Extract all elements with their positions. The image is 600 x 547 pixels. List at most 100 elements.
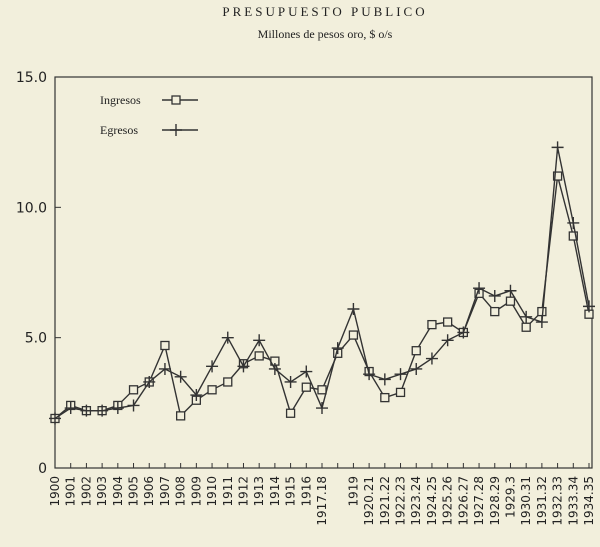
- point: [457, 326, 470, 339]
- x-tick-label: 1902: [79, 476, 93, 507]
- point: [223, 377, 233, 387]
- legend-label: Ingresos: [100, 93, 141, 107]
- point: [427, 319, 437, 330]
- y-tick-label: 15.0: [16, 70, 47, 86]
- x-tick-label: 1906: [142, 476, 156, 507]
- x-tick-label: 1907: [158, 476, 172, 507]
- point: [96, 404, 109, 417]
- point: [128, 385, 139, 395]
- x-tick-label: 1933.34: [566, 476, 580, 526]
- x-tick-label: 1901: [64, 476, 78, 507]
- point: [567, 216, 580, 229]
- x-tick-label: 1931.32: [535, 476, 549, 526]
- point: [520, 310, 533, 323]
- x-tick-label: 1928.29: [488, 476, 502, 526]
- legend-marker: [170, 124, 182, 136]
- point: [158, 362, 171, 375]
- x-tick-label: 1926.27: [456, 476, 470, 526]
- point: [568, 231, 578, 241]
- point: [190, 389, 203, 402]
- x-tick-label: 1911: [221, 476, 235, 507]
- point: [206, 360, 219, 373]
- y-tick-label: 10.0: [16, 200, 47, 216]
- x-tick-label: 1913: [252, 476, 266, 507]
- point: [80, 404, 93, 417]
- x-tick-label: 1903: [95, 476, 109, 507]
- y-tick-label: 0: [38, 461, 47, 477]
- point: [284, 375, 297, 388]
- point: [160, 340, 170, 351]
- point: [237, 360, 250, 373]
- x-tick-label: 1904: [111, 476, 125, 507]
- legend-label: Egresos: [100, 123, 138, 137]
- point: [268, 362, 281, 375]
- plot-frame: [54, 76, 593, 469]
- x-tick-label: 1915: [284, 476, 298, 507]
- point: [441, 334, 454, 347]
- point: [348, 330, 359, 340]
- point: [111, 402, 124, 415]
- point: [301, 382, 311, 392]
- point: [505, 296, 516, 306]
- point: [175, 411, 186, 421]
- point: [363, 368, 376, 381]
- series-line: [54, 147, 590, 420]
- x-tick-label: 1925.26: [441, 476, 455, 526]
- point: [473, 282, 486, 295]
- point: [221, 331, 234, 344]
- x-tick-label: 1909: [189, 476, 203, 507]
- point: [394, 368, 407, 381]
- point: [316, 402, 328, 415]
- point: [411, 346, 421, 356]
- point: [49, 412, 61, 425]
- x-tick-label: 1929.3: [503, 476, 517, 518]
- point: [378, 373, 391, 386]
- point: [347, 302, 360, 315]
- point: [331, 342, 344, 355]
- x-tick-label: 1919: [346, 476, 360, 507]
- point: [254, 351, 264, 361]
- chart-title: PRESUPUESTO PUBLICO: [222, 4, 427, 19]
- point: [285, 408, 296, 418]
- x-tick-label: 1910: [205, 476, 219, 507]
- x-tick-label: 1922.23: [394, 476, 408, 526]
- x-tick-label: 1905: [127, 476, 141, 507]
- point: [551, 141, 564, 154]
- point: [64, 402, 77, 415]
- point: [317, 385, 327, 395]
- point: [174, 370, 187, 383]
- point: [521, 322, 531, 332]
- point: [425, 352, 438, 365]
- chart-subtitle: Millones de pesos oro, $ o/s: [258, 27, 393, 41]
- x-tick-label: 1917.18: [315, 476, 329, 526]
- point: [490, 306, 500, 317]
- x-tick-label: 1908: [174, 476, 188, 507]
- x-tick-label: 1932.33: [551, 476, 565, 526]
- x-tick-label: 1930.31: [519, 476, 533, 526]
- x-tick-label: 1920.21: [362, 476, 376, 526]
- x-tick-label: 1914: [268, 476, 282, 507]
- x-tick-label: 1924.25: [425, 476, 439, 526]
- point: [253, 334, 266, 347]
- point: [442, 317, 453, 327]
- point: [410, 362, 423, 375]
- y-tick-label: 5.0: [25, 331, 47, 347]
- point: [127, 399, 140, 412]
- x-tick-label: 1934.35: [582, 476, 596, 526]
- x-tick-label: 1921.22: [378, 476, 392, 526]
- x-tick-label: 1912: [236, 476, 250, 507]
- x-tick-label: 1916: [299, 476, 313, 507]
- x-tick-label: 1927.28: [472, 476, 486, 526]
- point: [380, 392, 390, 403]
- point: [300, 365, 313, 378]
- point: [488, 289, 501, 302]
- point: [143, 375, 156, 388]
- point: [535, 316, 548, 329]
- point: [504, 284, 517, 297]
- x-tick-label: 1923.24: [409, 476, 423, 526]
- point: [207, 385, 217, 395]
- point: [583, 300, 595, 313]
- x-tick-label: 1900: [48, 476, 62, 507]
- point: [552, 171, 563, 181]
